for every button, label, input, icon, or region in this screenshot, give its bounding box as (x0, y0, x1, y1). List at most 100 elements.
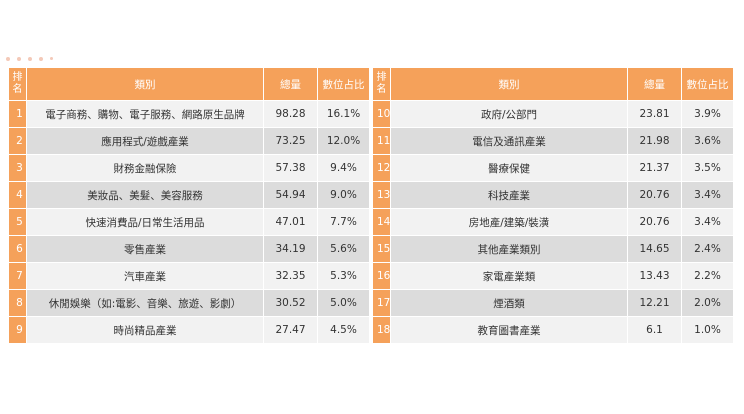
category-cell: 零售產業 (26, 235, 264, 263)
category-header: 類別 (26, 67, 264, 101)
category-cell: 科技產業 (390, 181, 628, 209)
total-cell: 21.37 (627, 154, 682, 182)
total-cell: 98.28 (263, 100, 318, 128)
table-row: 1 電子商務、購物、電子服務、網路原生品牌 98.28 16.1% (8, 100, 370, 128)
dot-icon (17, 57, 21, 61)
ranking-table-right: 排名 類別 總量 數位占比 10 政府/公部門 23.81 3.9% 11 電信及通訊產… (372, 67, 734, 344)
share-cell: 3.6% (681, 127, 734, 155)
table-row: 14 房地產/建築/裝潢 20.76 3.4% (372, 208, 734, 236)
category-cell: 財務金融保險 (26, 154, 264, 182)
total-cell: 20.76 (627, 208, 682, 236)
total-cell: 34.19 (263, 235, 318, 263)
share-cell: 12.0% (317, 127, 370, 155)
share-cell: 5.6% (317, 235, 370, 263)
share-cell: 9.0% (317, 181, 370, 209)
total-cell: 6.1 (627, 316, 682, 344)
share-cell: 1.0% (681, 316, 734, 344)
total-cell: 21.98 (627, 127, 682, 155)
rank-cell: 6 (8, 235, 27, 263)
category-cell: 教育圖書產業 (390, 316, 628, 344)
table-row: 6 零售產業 34.19 5.6% (8, 235, 370, 263)
share-cell: 4.5% (317, 316, 370, 344)
table-row: 2 應用程式/遊戲產業 73.25 12.0% (8, 127, 370, 155)
table-row: 18 教育圖書產業 6.1 1.0% (372, 316, 734, 344)
share-cell: 5.0% (317, 289, 370, 317)
table-row: 16 家電產業類 13.43 2.2% (372, 262, 734, 290)
share-cell: 5.3% (317, 262, 370, 290)
table-row: 15 其他產業類別 14.65 2.4% (372, 235, 734, 263)
table-row: 13 科技產業 20.76 3.4% (372, 181, 734, 209)
total-header: 總量 (263, 67, 318, 101)
category-cell: 醫療保健 (390, 154, 628, 182)
table-row: 4 美妝品、美髮、美容服務 54.94 9.0% (8, 181, 370, 209)
total-header: 總量 (627, 67, 682, 101)
header-row: 排名 類別 總量 數位占比 (8, 67, 370, 101)
rank-cell: 2 (8, 127, 27, 155)
category-cell: 應用程式/遊戲產業 (26, 127, 264, 155)
category-cell: 電子商務、購物、電子服務、網路原生品牌 (26, 100, 264, 128)
share-cell: 3.4% (681, 181, 734, 209)
share-cell: 3.5% (681, 154, 734, 182)
dot-icon (50, 57, 53, 60)
ranking-table-left: 排名 類別 總量 數位占比 1 電子商務、購物、電子服務、網路原生品牌 98.28 1… (8, 67, 370, 344)
share-cell: 3.4% (681, 208, 734, 236)
decorative-dots (6, 57, 66, 63)
table-row: 8 休閒娛樂（如:電影、音樂、旅遊、影劇） 30.52 5.0% (8, 289, 370, 317)
total-cell: 23.81 (627, 100, 682, 128)
total-cell: 47.01 (263, 208, 318, 236)
share-cell: 7.7% (317, 208, 370, 236)
total-cell: 73.25 (263, 127, 318, 155)
total-cell: 54.94 (263, 181, 318, 209)
total-cell: 32.35 (263, 262, 318, 290)
category-cell: 政府/公部門 (390, 100, 628, 128)
rank-cell: 5 (8, 208, 27, 236)
rank-cell: 10 (372, 100, 391, 128)
category-cell: 快速消費品/日常生活用品 (26, 208, 264, 236)
table-row: 10 政府/公部門 23.81 3.9% (372, 100, 734, 128)
total-cell: 20.76 (627, 181, 682, 209)
table-row: 12 醫療保健 21.37 3.5% (372, 154, 734, 182)
total-cell: 12.21 (627, 289, 682, 317)
share-header: 數位占比 (681, 67, 734, 101)
total-cell: 57.38 (263, 154, 318, 182)
rank-cell: 8 (8, 289, 27, 317)
dot-icon (39, 57, 43, 61)
category-cell: 其他產業類別 (390, 235, 628, 263)
total-cell: 13.43 (627, 262, 682, 290)
table-row: 5 快速消費品/日常生活用品 47.01 7.7% (8, 208, 370, 236)
category-cell: 休閒娛樂（如:電影、音樂、旅遊、影劇） (26, 289, 264, 317)
share-header: 數位占比 (317, 67, 370, 101)
rank-cell: 17 (372, 289, 391, 317)
table-row: 7 汽車產業 32.35 5.3% (8, 262, 370, 290)
share-cell: 2.2% (681, 262, 734, 290)
rank-cell: 15 (372, 235, 391, 263)
rank-cell: 16 (372, 262, 391, 290)
rank-cell: 9 (8, 316, 27, 344)
total-cell: 27.47 (263, 316, 318, 344)
header-row: 排名 類別 總量 數位占比 (372, 67, 734, 101)
share-cell: 3.9% (681, 100, 734, 128)
share-cell: 2.0% (681, 289, 734, 317)
table-row: 17 煙酒類 12.21 2.0% (372, 289, 734, 317)
share-cell: 9.4% (317, 154, 370, 182)
share-cell: 16.1% (317, 100, 370, 128)
rank-cell: 7 (8, 262, 27, 290)
rank-cell: 13 (372, 181, 391, 209)
table-row: 11 電信及通訊產業 21.98 3.6% (372, 127, 734, 155)
table-row: 9 時尚精品產業 27.47 4.5% (8, 316, 370, 344)
rank-cell: 1 (8, 100, 27, 128)
total-cell: 14.65 (627, 235, 682, 263)
category-cell: 房地產/建築/裝潢 (390, 208, 628, 236)
category-cell: 電信及通訊產業 (390, 127, 628, 155)
category-header: 類別 (390, 67, 628, 101)
share-cell: 2.4% (681, 235, 734, 263)
category-cell: 煙酒類 (390, 289, 628, 317)
category-cell: 美妝品、美髮、美容服務 (26, 181, 264, 209)
total-cell: 30.52 (263, 289, 318, 317)
table-row: 3 財務金融保險 57.38 9.4% (8, 154, 370, 182)
rank-cell: 18 (372, 316, 391, 344)
rank-cell: 3 (8, 154, 27, 182)
category-cell: 時尚精品產業 (26, 316, 264, 344)
dot-icon (28, 57, 32, 61)
rank-header-text: 排名 (376, 72, 387, 95)
